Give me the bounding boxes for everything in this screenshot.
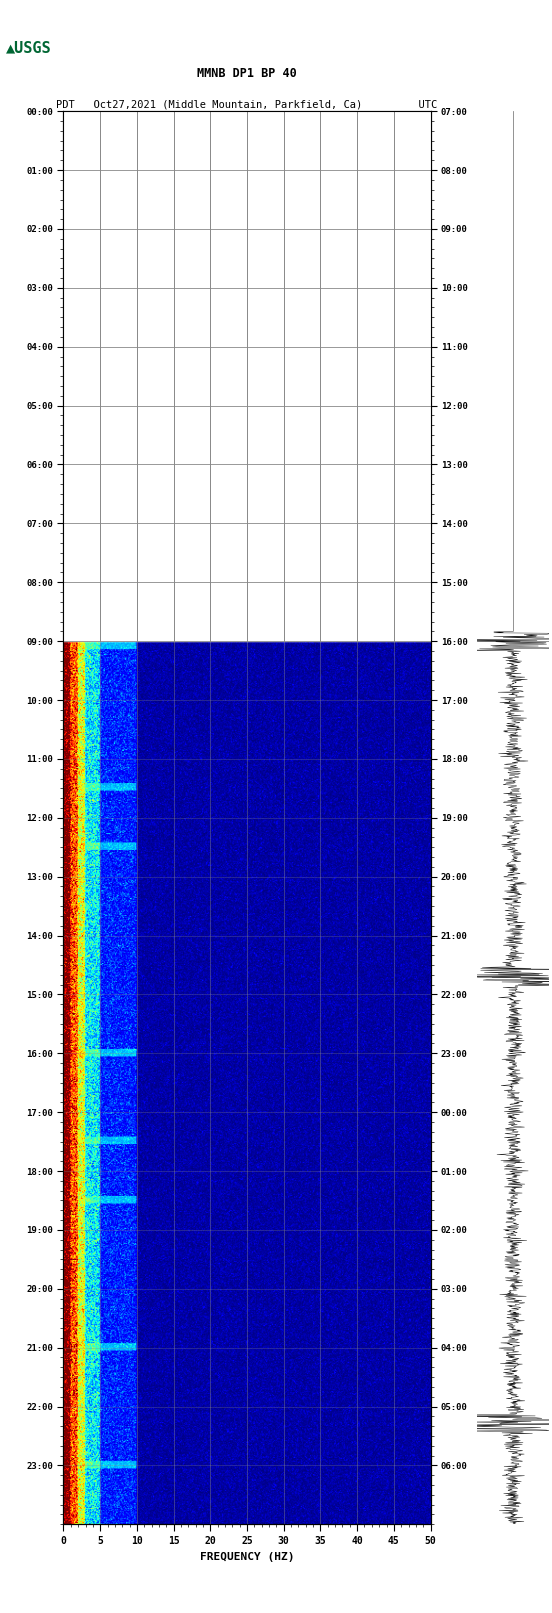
X-axis label: FREQUENCY (HZ): FREQUENCY (HZ) (200, 1552, 294, 1561)
Bar (63, 111, 431, 640)
Text: ▲USGS: ▲USGS (6, 40, 51, 55)
Text: MMNB DP1 BP 40: MMNB DP1 BP 40 (197, 68, 297, 81)
Text: PDT   Oct27,2021 (Middle Mountain, Parkfield, Ca)         UTC: PDT Oct27,2021 (Middle Mountain, Parkfie… (56, 100, 438, 110)
